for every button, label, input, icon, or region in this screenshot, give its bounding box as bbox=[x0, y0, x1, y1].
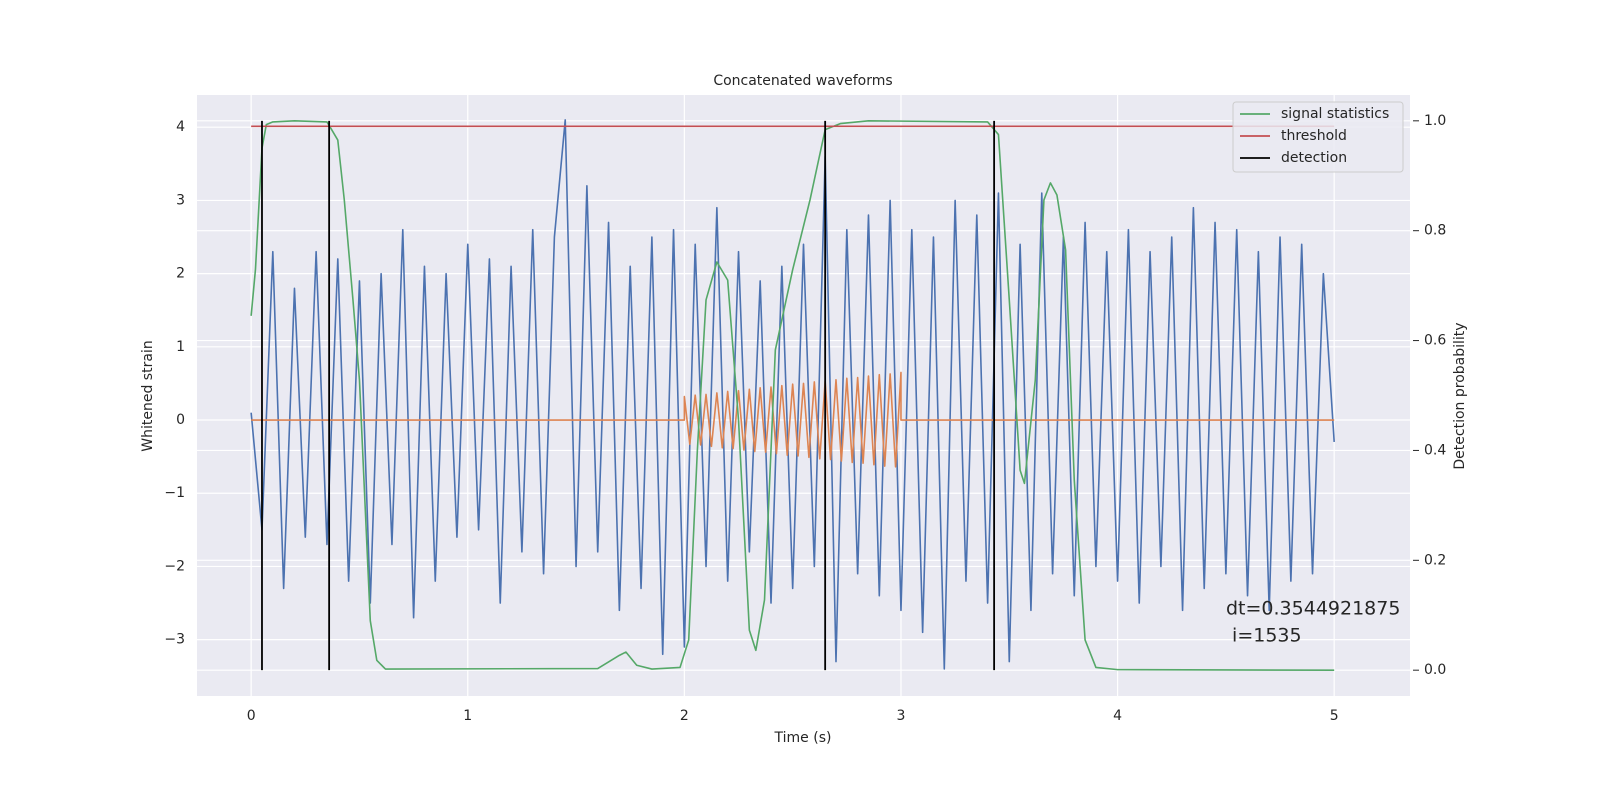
x-tick-label: 3 bbox=[897, 708, 906, 724]
annotation: i=1535 bbox=[1226, 625, 1302, 647]
y-tick-label: 3 bbox=[176, 192, 185, 208]
y2-tick-label: 1.0 bbox=[1424, 113, 1446, 129]
y2-tick-label: 0.4 bbox=[1424, 442, 1446, 458]
plot-area bbox=[197, 95, 1410, 696]
y2-tick-label: 0.0 bbox=[1424, 662, 1446, 678]
x-axis-label: Time (s) bbox=[774, 730, 832, 746]
y-tick-label: 4 bbox=[176, 119, 185, 135]
marks bbox=[250, 119, 1335, 671]
annotation: dt=0.3544921875 bbox=[1226, 598, 1400, 620]
x-tick-label: 5 bbox=[1330, 708, 1339, 724]
y-tick-label: 2 bbox=[176, 266, 185, 282]
series-line bbox=[251, 371, 1335, 468]
legend: signal statistics threshold detection bbox=[1232, 101, 1404, 173]
y2-tick-label: 0.6 bbox=[1424, 333, 1446, 349]
legend-label: detection bbox=[1281, 150, 1347, 166]
y-tick-label: 0 bbox=[176, 412, 185, 428]
y-tick-label: −1 bbox=[164, 485, 185, 501]
x-tick-label: 0 bbox=[247, 708, 256, 724]
series-line bbox=[250, 120, 1335, 671]
legend-label: threshold bbox=[1281, 128, 1347, 144]
y-axis-label: Whitened strain bbox=[140, 340, 156, 451]
y-tick-label: −3 bbox=[164, 632, 185, 648]
x-tick-label: 2 bbox=[680, 708, 689, 724]
y-tick-label: 1 bbox=[176, 339, 185, 355]
x-tick-label: 1 bbox=[463, 708, 472, 724]
legend-box bbox=[1232, 101, 1404, 173]
series-line bbox=[250, 119, 1335, 670]
y2-tick-label: 0.2 bbox=[1424, 552, 1446, 568]
legend-label: signal statistics bbox=[1281, 106, 1389, 122]
grid bbox=[197, 95, 1410, 696]
x-tick-label: 4 bbox=[1113, 708, 1122, 724]
y2-axis-label: Detection probability bbox=[1452, 322, 1468, 469]
y-tick-label: −2 bbox=[164, 558, 185, 574]
chart-title: Concatenated waveforms bbox=[713, 73, 892, 89]
y2-tick-label: 0.8 bbox=[1424, 223, 1446, 239]
